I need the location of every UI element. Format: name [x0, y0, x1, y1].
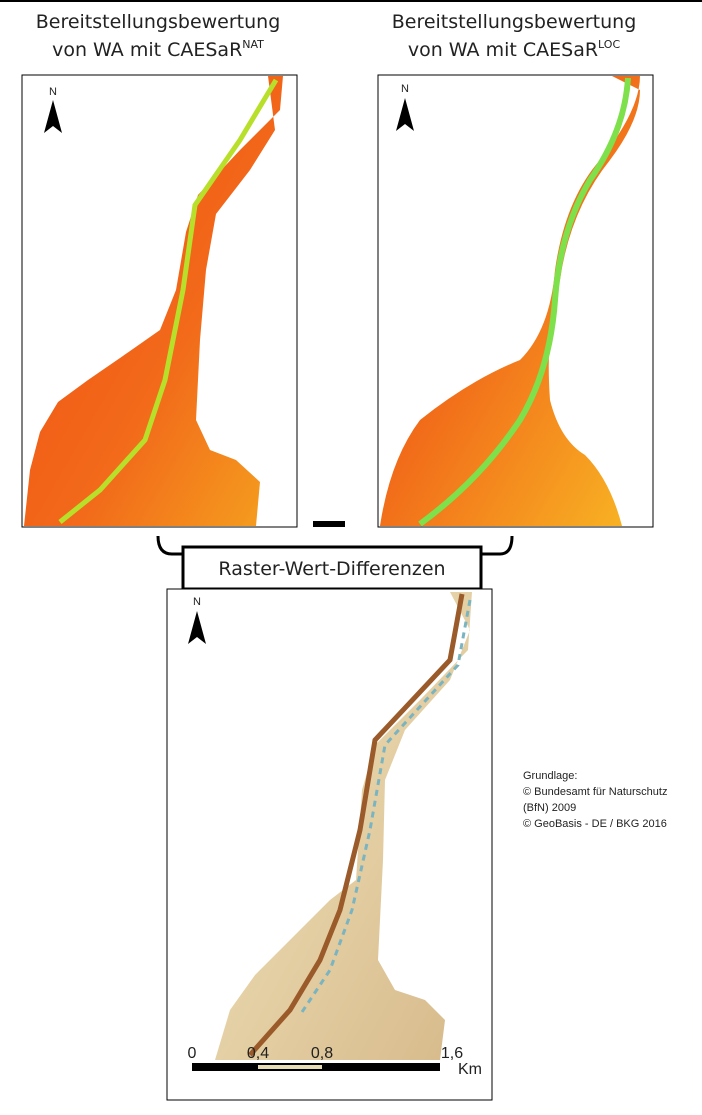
- scale-label: 0,8: [311, 1045, 333, 1062]
- map-area: [24, 76, 283, 526]
- north-label: N: [401, 83, 409, 95]
- panel-title: von WA mit CAESaRNAT: [52, 38, 264, 61]
- scale-unit: Km: [458, 1061, 482, 1078]
- credit: © Bundesamt für Naturschutz: [523, 786, 667, 798]
- scale-label: 1,6: [441, 1045, 463, 1062]
- scale-label: 0,4: [247, 1045, 269, 1062]
- panel-title: von WA mit CAESaRLOC: [408, 38, 621, 61]
- map-area: [215, 592, 472, 1060]
- minus-sign: [313, 521, 345, 527]
- panel-title: Bereitstellungsbewertung: [36, 11, 281, 33]
- superscript: NAT: [242, 38, 264, 51]
- superscript: LOC: [598, 38, 620, 51]
- stream: [248, 593, 465, 1057]
- north-label: N: [193, 596, 201, 608]
- stream: [418, 77, 631, 527]
- scale-label: 0: [188, 1045, 197, 1062]
- stream: [58, 78, 279, 524]
- label-box: [181, 545, 483, 591]
- north-arrow: [44, 100, 62, 133]
- north-arrow: [188, 611, 206, 644]
- difference-label: Raster-Wert-Differenzen: [218, 558, 445, 580]
- panel-title-text: von WA mit CAESaR: [52, 39, 242, 61]
- north-label: N: [49, 86, 57, 98]
- credit: Grundlage:: [523, 770, 577, 782]
- scale-bar-segment: [258, 1065, 322, 1069]
- stream-diff: [298, 599, 472, 1016]
- panel-title: Bereitstellungsbewertung: [392, 11, 637, 33]
- north-arrow: [396, 98, 414, 131]
- panel-title-text: von WA mit CAESaR: [408, 39, 598, 61]
- credit: © GeoBasis - DE / BKG 2016: [523, 818, 667, 830]
- credit: (BfN) 2009: [523, 802, 576, 814]
- map-area: [380, 76, 640, 526]
